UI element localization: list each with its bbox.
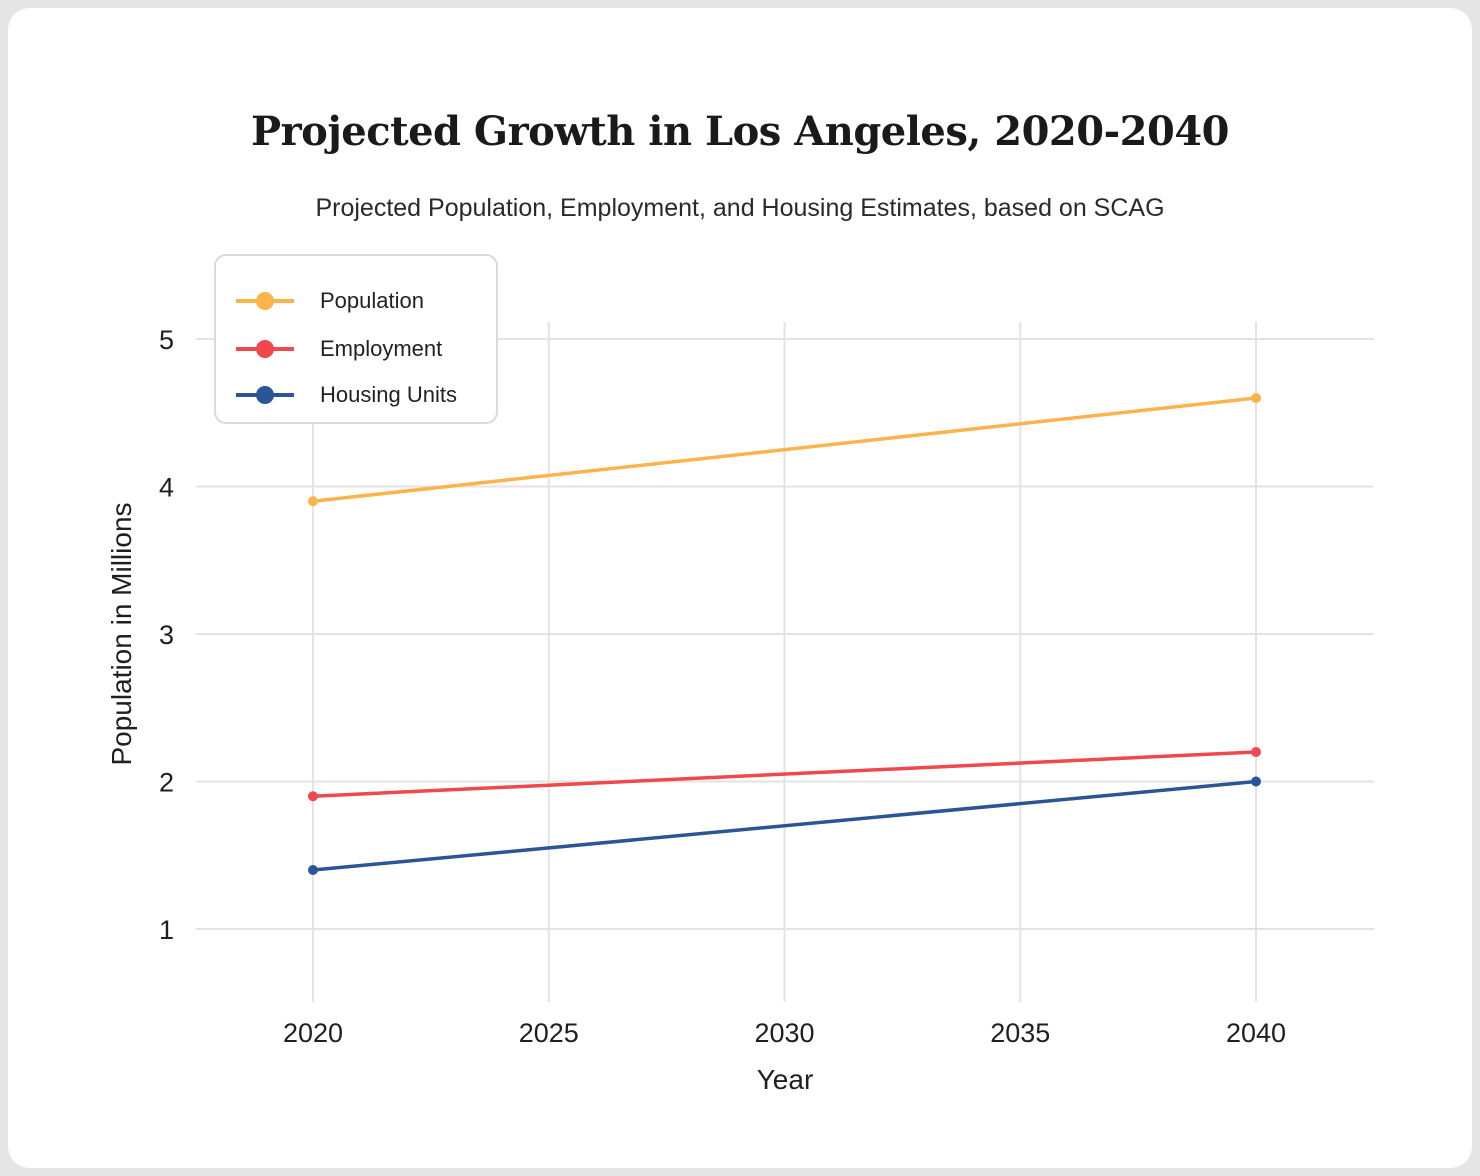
x-tick-label-2040: 2040	[1226, 1018, 1286, 1048]
grid-lines	[196, 322, 1374, 1002]
legend-label-housing-units: Housing Units	[320, 382, 457, 407]
x-tick-label-2020: 2020	[283, 1018, 343, 1048]
y-tick-label-3: 3	[159, 620, 174, 650]
legend-item-employment: Employment	[236, 334, 486, 364]
legend-swatch-housing-units	[236, 380, 294, 410]
x-tick-label-2030: 2030	[754, 1018, 814, 1048]
chart-title: Projected Growth in Los Angeles, 2020-20…	[250, 108, 1230, 155]
chart-subtitle: Projected Population, Employment, and Ho…	[315, 194, 1165, 222]
y-tick-label-4: 4	[159, 473, 174, 503]
series-lines	[308, 393, 1261, 875]
y-tick-label-1: 1	[159, 915, 174, 945]
series-line-employment	[311, 750, 1258, 798]
axis-ticks: 1 2 3 4 5 2020 2025 2030 2035 2040	[159, 325, 1286, 1048]
data-point-housing-units-2020	[308, 865, 318, 875]
y-tick-label-2: 2	[159, 768, 174, 798]
data-point-population-2040	[1251, 393, 1261, 403]
legend-swatch-employment	[236, 334, 294, 364]
data-point-population-2020	[308, 496, 318, 507]
y-axis-label: Population in Millions	[106, 502, 137, 765]
legend-marker-housing-units	[256, 386, 274, 404]
legend-item-housing-units: Housing Units	[236, 380, 486, 410]
data-point-employment-2040	[1251, 747, 1261, 757]
x-axis-label: Year	[757, 1064, 814, 1095]
data-point-housing-units-2040	[1251, 776, 1261, 787]
legend-label-employment: Employment	[320, 336, 443, 361]
series-line-housing-units	[311, 779, 1258, 872]
legend-item-population: Population	[236, 286, 486, 316]
data-point-employment-2020	[308, 791, 318, 802]
legend-marker-population	[256, 292, 274, 310]
chart-card: Projected Growth in Los Angeles, 2020-20…	[8, 8, 1472, 1168]
x-tick-label-2025: 2025	[519, 1018, 579, 1048]
legend-marker-employment	[256, 340, 274, 358]
chart-legend: Population Employment Housing Units	[214, 254, 498, 424]
legend-label-population: Population	[320, 288, 424, 313]
y-tick-label-5: 5	[159, 325, 174, 355]
series-line-population	[311, 396, 1258, 503]
x-tick-label-2035: 2035	[990, 1018, 1050, 1048]
legend-swatch-population	[236, 286, 294, 316]
